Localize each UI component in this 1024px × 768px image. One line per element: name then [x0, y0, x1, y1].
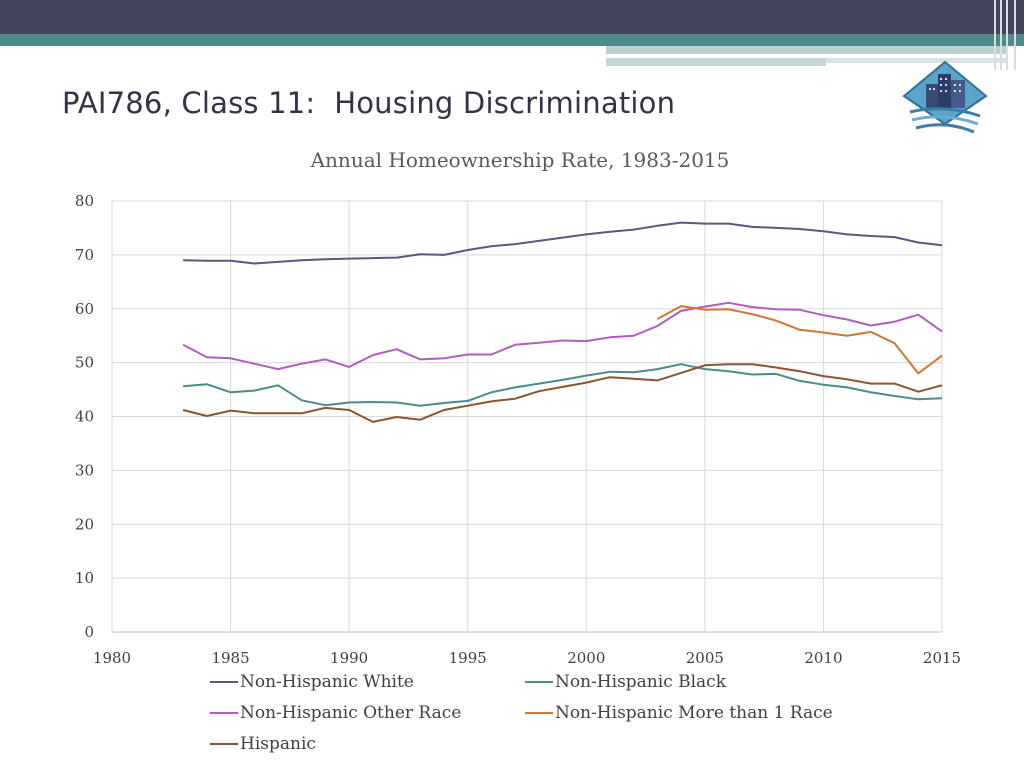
- y-tick-label: 60: [75, 300, 94, 318]
- chart-title: Annual Homeownership Rate, 1983-2015: [310, 148, 730, 172]
- header-accent-bar: [606, 58, 826, 66]
- x-tick-label: 1985: [211, 649, 249, 667]
- legend-item: Non-Hispanic Black: [525, 672, 726, 692]
- header-dark-bar: [0, 0, 1024, 34]
- x-tick-label: 1990: [330, 649, 368, 667]
- city-buildings-logo-icon: [902, 60, 988, 134]
- legend-swatch: [210, 743, 238, 745]
- legend-swatch: [210, 681, 238, 683]
- x-tick-label: 2005: [686, 649, 724, 667]
- slide-title: PAI786, Class 11: Housing Discrimination: [62, 86, 676, 120]
- series-line-non-hispanic-white: [183, 221, 943, 265]
- x-tick-label: 2015: [923, 649, 961, 667]
- legend-swatch: [210, 712, 238, 714]
- legend-item: Non-Hispanic More than 1 Race: [525, 703, 833, 723]
- chart-legend: Non-Hispanic White Non-Hispanic Black Non-…: [210, 672, 910, 764]
- legend-swatch: [525, 712, 553, 714]
- x-tick-label: 1980: [93, 649, 131, 667]
- y-tick-label: 20: [75, 515, 94, 533]
- legend-label: Non-Hispanic White: [240, 672, 414, 692]
- series-line-hispanic: [182, 363, 943, 423]
- header-teal-bar: [0, 34, 1024, 46]
- y-tick-label: 70: [75, 246, 94, 264]
- header-edge-lines: [990, 0, 1024, 70]
- y-tick-label: 50: [75, 354, 94, 372]
- legend-item: Non-Hispanic White: [210, 672, 414, 692]
- y-tick-label: 10: [75, 569, 94, 587]
- x-tick-label: 2000: [567, 649, 605, 667]
- x-tick-label: 1995: [449, 649, 487, 667]
- legend-label: Non-Hispanic Other Race: [240, 703, 462, 723]
- legend-label: Non-Hispanic Black: [555, 672, 727, 692]
- legend-label: Hispanic: [240, 734, 316, 754]
- series-line-non-hispanic-more-than-1-race: [656, 305, 943, 375]
- y-tick-label: 0: [84, 623, 94, 641]
- series-line-non-hispanic-black: [183, 363, 943, 407]
- legend-label: Non-Hispanic More than 1 Race: [555, 703, 833, 723]
- y-tick-label: 80: [75, 192, 94, 210]
- legend-item: Hispanic: [210, 734, 316, 754]
- y-tick-label: 30: [75, 461, 94, 479]
- legend-swatch: [525, 681, 553, 683]
- legend-item: Non-Hispanic Other Race: [210, 703, 461, 723]
- series-line-non-hispanic-other-race: [182, 301, 943, 371]
- x-tick-label: 2010: [804, 649, 842, 667]
- header-accent-bar: [826, 58, 1006, 63]
- header-accent-bar: [606, 46, 1006, 54]
- y-tick-label: 40: [75, 408, 94, 426]
